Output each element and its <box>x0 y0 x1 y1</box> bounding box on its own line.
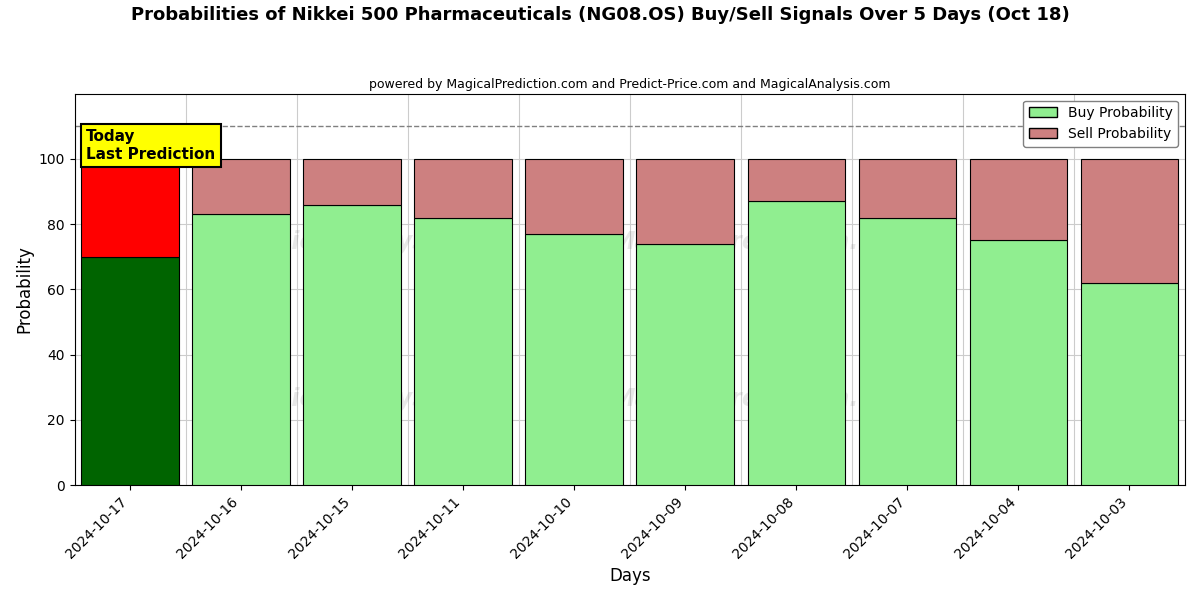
Bar <box>192 214 290 485</box>
Text: Today
Last Prediction: Today Last Prediction <box>86 130 216 162</box>
Bar <box>304 159 401 205</box>
Bar <box>970 159 1067 241</box>
Bar <box>192 159 290 214</box>
Bar <box>304 205 401 485</box>
Bar <box>636 244 734 485</box>
Text: MagicalAnalysis.com: MagicalAnalysis.com <box>235 230 514 254</box>
Y-axis label: Probability: Probability <box>16 245 34 333</box>
Bar <box>858 159 956 218</box>
Text: Probabilities of Nikkei 500 Pharmaceuticals (NG08.OS) Buy/Sell Signals Over 5 Da: Probabilities of Nikkei 500 Pharmaceutic… <box>131 6 1069 24</box>
Bar <box>526 234 623 485</box>
Bar <box>636 159 734 244</box>
X-axis label: Days: Days <box>610 567 650 585</box>
Text: MagicalPrediction.com: MagicalPrediction.com <box>612 230 914 254</box>
Legend: Buy Probability, Sell Probability: Buy Probability, Sell Probability <box>1024 100 1178 146</box>
Bar <box>82 159 179 257</box>
Text: MagicalAnalysis.com: MagicalAnalysis.com <box>235 387 514 411</box>
Bar <box>414 218 512 485</box>
Bar <box>414 159 512 218</box>
Text: MagicalPrediction.com: MagicalPrediction.com <box>612 387 914 411</box>
Bar <box>970 241 1067 485</box>
Bar <box>748 159 845 201</box>
Title: powered by MagicalPrediction.com and Predict-Price.com and MagicalAnalysis.com: powered by MagicalPrediction.com and Pre… <box>370 78 890 91</box>
Bar <box>1081 159 1178 283</box>
Bar <box>1081 283 1178 485</box>
Bar <box>748 201 845 485</box>
Bar <box>82 257 179 485</box>
Bar <box>526 159 623 234</box>
Bar <box>858 218 956 485</box>
